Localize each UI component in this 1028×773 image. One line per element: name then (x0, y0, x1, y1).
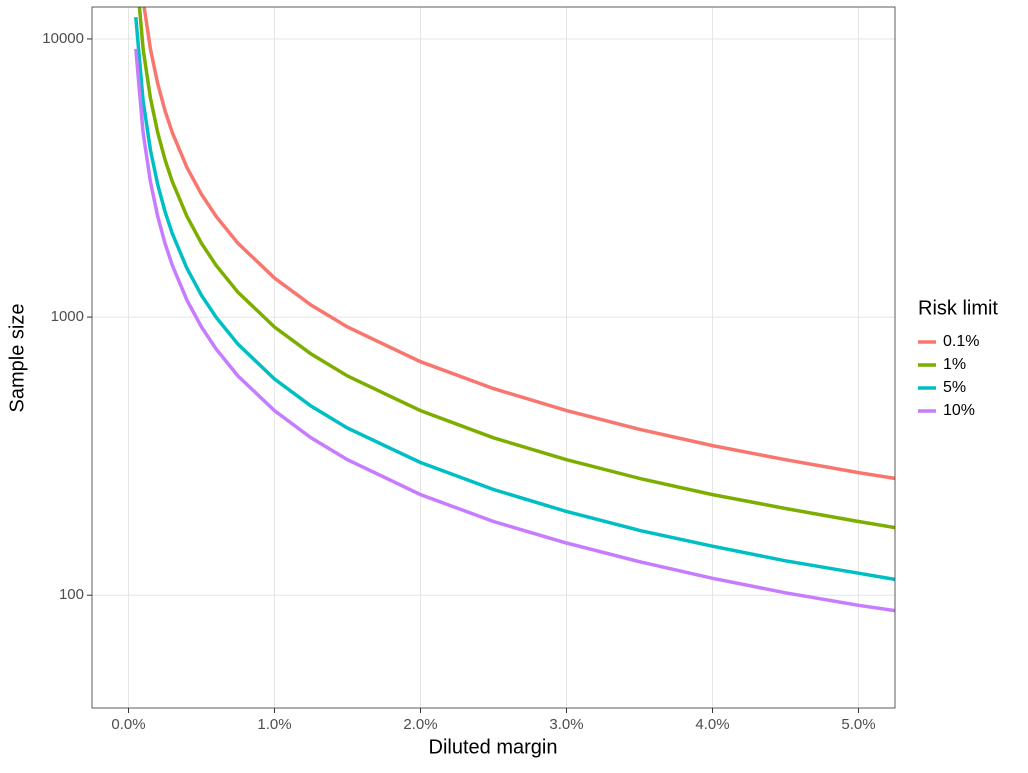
series-line (142, 7, 895, 481)
series-line (137, 7, 895, 530)
x-tick-label: 2.0% (403, 716, 437, 733)
y-tick-label: 1000 (51, 308, 84, 325)
legend-label: 10% (943, 402, 975, 419)
y-tick-label: 10000 (42, 30, 84, 47)
x-tick-label: 5.0% (841, 716, 875, 733)
x-tick-label: 4.0% (695, 716, 729, 733)
x-tick-label: 1.0% (257, 716, 291, 733)
y-axis-title: Sample size (6, 304, 28, 413)
legend-label: 5% (943, 379, 966, 396)
legend-label: 1% (943, 356, 966, 373)
series-line (134, 48, 895, 613)
legend-label: 0.1% (943, 333, 979, 350)
panel (92, 7, 895, 708)
y-tick-label: 100 (59, 586, 84, 603)
x-tick-label: 0.0% (111, 716, 145, 733)
x-axis-title: Diluted margin (429, 736, 558, 758)
series-line (134, 16, 895, 582)
x-tick-label: 3.0% (549, 716, 583, 733)
panel-border (91, 6, 896, 709)
legend-title: Risk limit (918, 297, 998, 319)
